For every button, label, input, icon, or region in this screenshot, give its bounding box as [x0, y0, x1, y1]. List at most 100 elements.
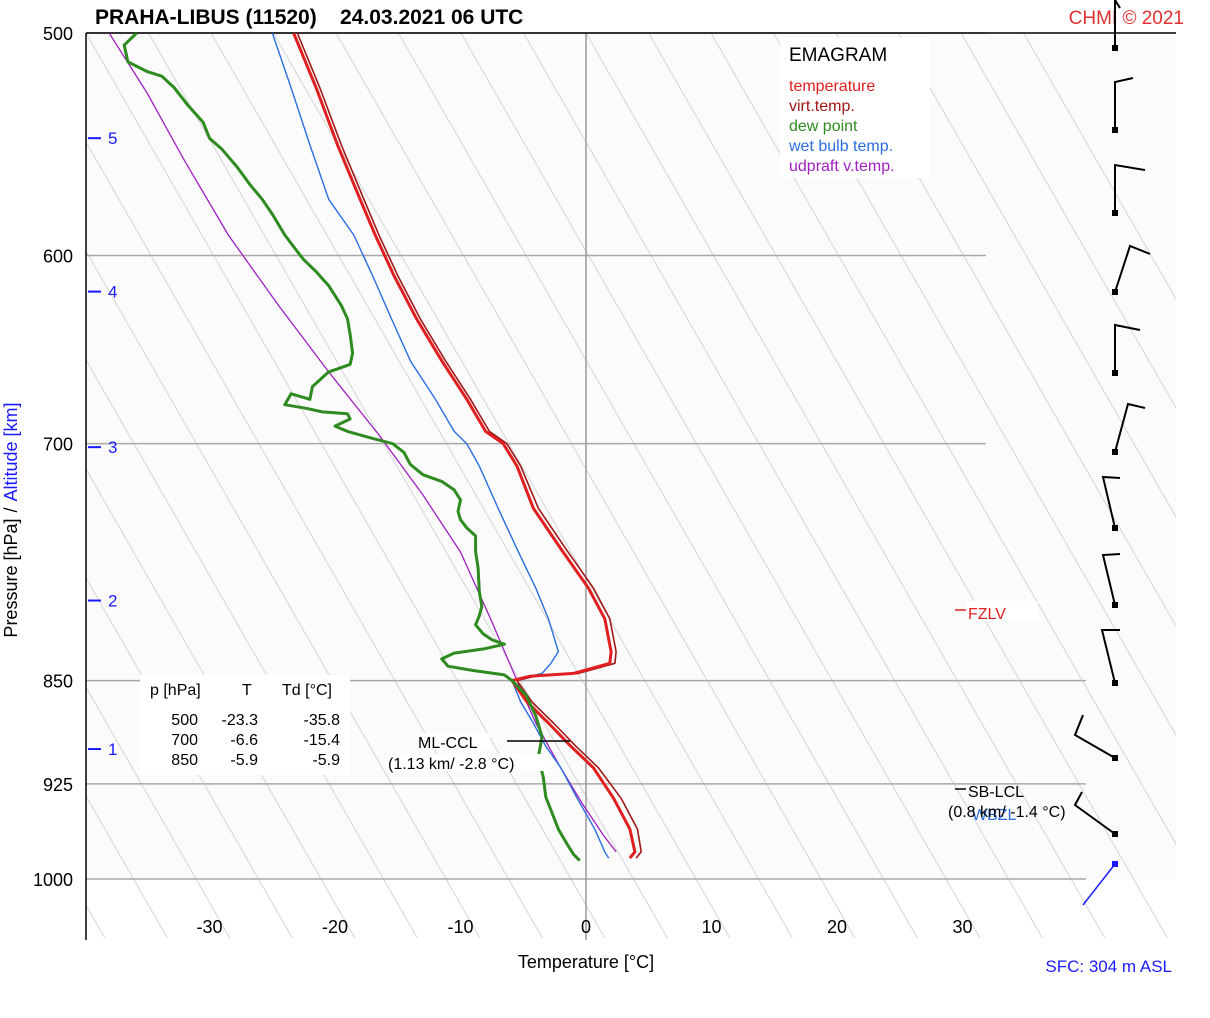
altitude-tick-label: 5: [108, 129, 117, 148]
altitude-tick-labels: 5 4 3 2 1: [88, 129, 117, 759]
table-cell: -5.9: [312, 752, 340, 769]
surface-wind-vector: [1082, 863, 1116, 906]
wind-barb: [1073, 791, 1116, 835]
dry-adiabat-line: [460, 33, 981, 938]
wind-barb: [1101, 553, 1121, 606]
dry-adiabat-line: [398, 33, 918, 938]
dry-adiabat-line: [960, 33, 1176, 410]
legend-entry: udpraft v.temp.: [789, 158, 895, 175]
dry-adiabat-line: [86, 359, 418, 938]
wind-barb-dot: [1112, 45, 1118, 51]
dry-adiabat-line: [86, 33, 606, 938]
wind-barb: [1114, 163, 1146, 213]
table-cell: -35.8: [304, 712, 341, 729]
y-axis-label-pressure: Pressure [hPa]: [1, 519, 21, 638]
dry-adiabat-line: [86, 686, 231, 938]
y-axis-label-separator: /: [1, 507, 21, 512]
data-table-body: p [hPa] T Td [°C] 500 -23.3 -35.8 700 -6.6 -15.4…: [150, 682, 340, 769]
dry-adiabat-line: [710, 33, 1176, 846]
y-axis-label: Pressure [hPa] / Altitude [km]: [1, 402, 21, 637]
fzlv-label: FZLV: [968, 606, 1006, 623]
ml-ccl-label: ML-CCL: [418, 735, 478, 752]
wind-barb: [1101, 475, 1121, 529]
fzlv-bg: [966, 601, 1038, 621]
dry-adiabat-line: [335, 33, 856, 938]
wind-barb-dot: [1112, 127, 1118, 133]
pressure-tick-label: 1000: [33, 870, 73, 890]
table-cell: -6.6: [230, 732, 258, 749]
legend-box: [780, 38, 930, 178]
altitude-tick-label: 3: [108, 438, 117, 457]
annotations: ML-CCL (1.13 km/ -2.8 °C) FZLV SB-LCL WB…: [386, 601, 1066, 824]
legend-entry: dew point: [789, 118, 858, 135]
table-cell: -23.3: [222, 712, 259, 729]
dry-adiabat-line: [86, 141, 543, 938]
pressure-tick-labels: 500 600 700 850 925 1000: [33, 24, 73, 890]
temperature-tick-label: 20: [827, 917, 847, 937]
wind-barb-dot: [1112, 831, 1118, 837]
series-line-dew-point: [122, 33, 581, 862]
dry-adiabat-line: [148, 33, 668, 938]
wind-barb: [1114, 77, 1134, 130]
legend-entry: wet bulb temp.: [788, 138, 893, 155]
pressure-tick-label: 600: [43, 247, 73, 267]
wind-barb-dot: [1112, 370, 1118, 376]
series-line-temperature: [292, 33, 637, 860]
table-cell: 500: [171, 712, 198, 729]
pressure-tick-label: 850: [43, 672, 73, 692]
wind-barb: [1114, 402, 1146, 453]
profile-series: [108, 33, 643, 862]
pressure-tick-label: 925: [43, 775, 73, 795]
ml-ccl-value-bg: [386, 754, 551, 771]
sb-lcl-label: SB-LCL: [968, 784, 1024, 801]
temperature-tick-label: 10: [701, 917, 721, 937]
legend: EMAGRAM temperature virt.temp. dew point we…: [780, 38, 930, 178]
table-header-cell: T: [242, 682, 252, 699]
table-header-cell: p [hPa]: [150, 682, 201, 699]
altitude-tick-label: 2: [108, 592, 117, 611]
wind-barb: [1100, 629, 1120, 684]
wind-barb: [1073, 714, 1116, 759]
x-axis-label: Temperature [°C]: [518, 952, 654, 972]
temperature-tick-label: -30: [196, 917, 222, 937]
dry-adiabat-line: [86, 468, 356, 938]
dry-adiabat-line: [835, 33, 1176, 628]
wind-barb-dot: [1112, 210, 1118, 216]
wbzl-label: WBZL: [972, 807, 1017, 824]
series-line-udpraft-v-temp: [108, 33, 617, 853]
altitude-tick-label: 4: [108, 283, 117, 302]
dry-adiabat-line: [1023, 33, 1176, 301]
ml-ccl-label-bg: [420, 733, 490, 750]
legend-entry: virt.temp.: [789, 98, 855, 115]
dry-adiabat-line: [86, 577, 293, 938]
dry-adiabat-line: [585, 33, 1106, 938]
temperature-tick-labels: -30 -20 -10 0 10 20 30: [196, 917, 972, 937]
table-header-cell: Td [°C]: [282, 682, 332, 699]
wind-barb: [1114, 323, 1141, 373]
temperature-tick-label: -20: [322, 917, 348, 937]
dry-adiabat-line: [273, 33, 793, 938]
wind-barb: [1114, 244, 1151, 293]
table-cell: -5.9: [230, 752, 258, 769]
surface-height-label: SFC: 304 m ASL: [1045, 957, 1172, 976]
data-table-box: [140, 675, 350, 775]
y-axis-label-altitude: Altitude [km]: [1, 402, 21, 501]
copyright-text: CHMI © 2021: [1069, 8, 1184, 29]
sb-lcl-value: (0.8 km/ -1.4 °C): [948, 804, 1066, 821]
series-line-wet-bulb-temp: [271, 33, 610, 859]
pressure-tick-label: 500: [43, 24, 73, 44]
series-line-virt-temp: [296, 33, 643, 859]
wind-barb-dot: [1112, 525, 1118, 531]
wind-barb-dot: [1112, 755, 1118, 761]
dry-adiabat-line: [86, 250, 481, 938]
table-cell: 700: [171, 732, 198, 749]
table-cell: -15.4: [304, 732, 341, 749]
temperature-tick-label: 0: [581, 917, 591, 937]
wind-barb-dot: [1112, 449, 1118, 455]
surface-wind-dot: [1112, 861, 1118, 867]
temperature-tick-label: -10: [447, 917, 473, 937]
data-table: p [hPa] T Td [°C] 500 -23.3 -35.8 700 -6.6 -15.4…: [140, 675, 350, 775]
chart-title: PRAHA-LIBUS (11520) 24.03.2021 06 UTC: [95, 6, 523, 29]
table-cell: 850: [171, 752, 198, 769]
temperature-tick-label: 30: [952, 917, 972, 937]
